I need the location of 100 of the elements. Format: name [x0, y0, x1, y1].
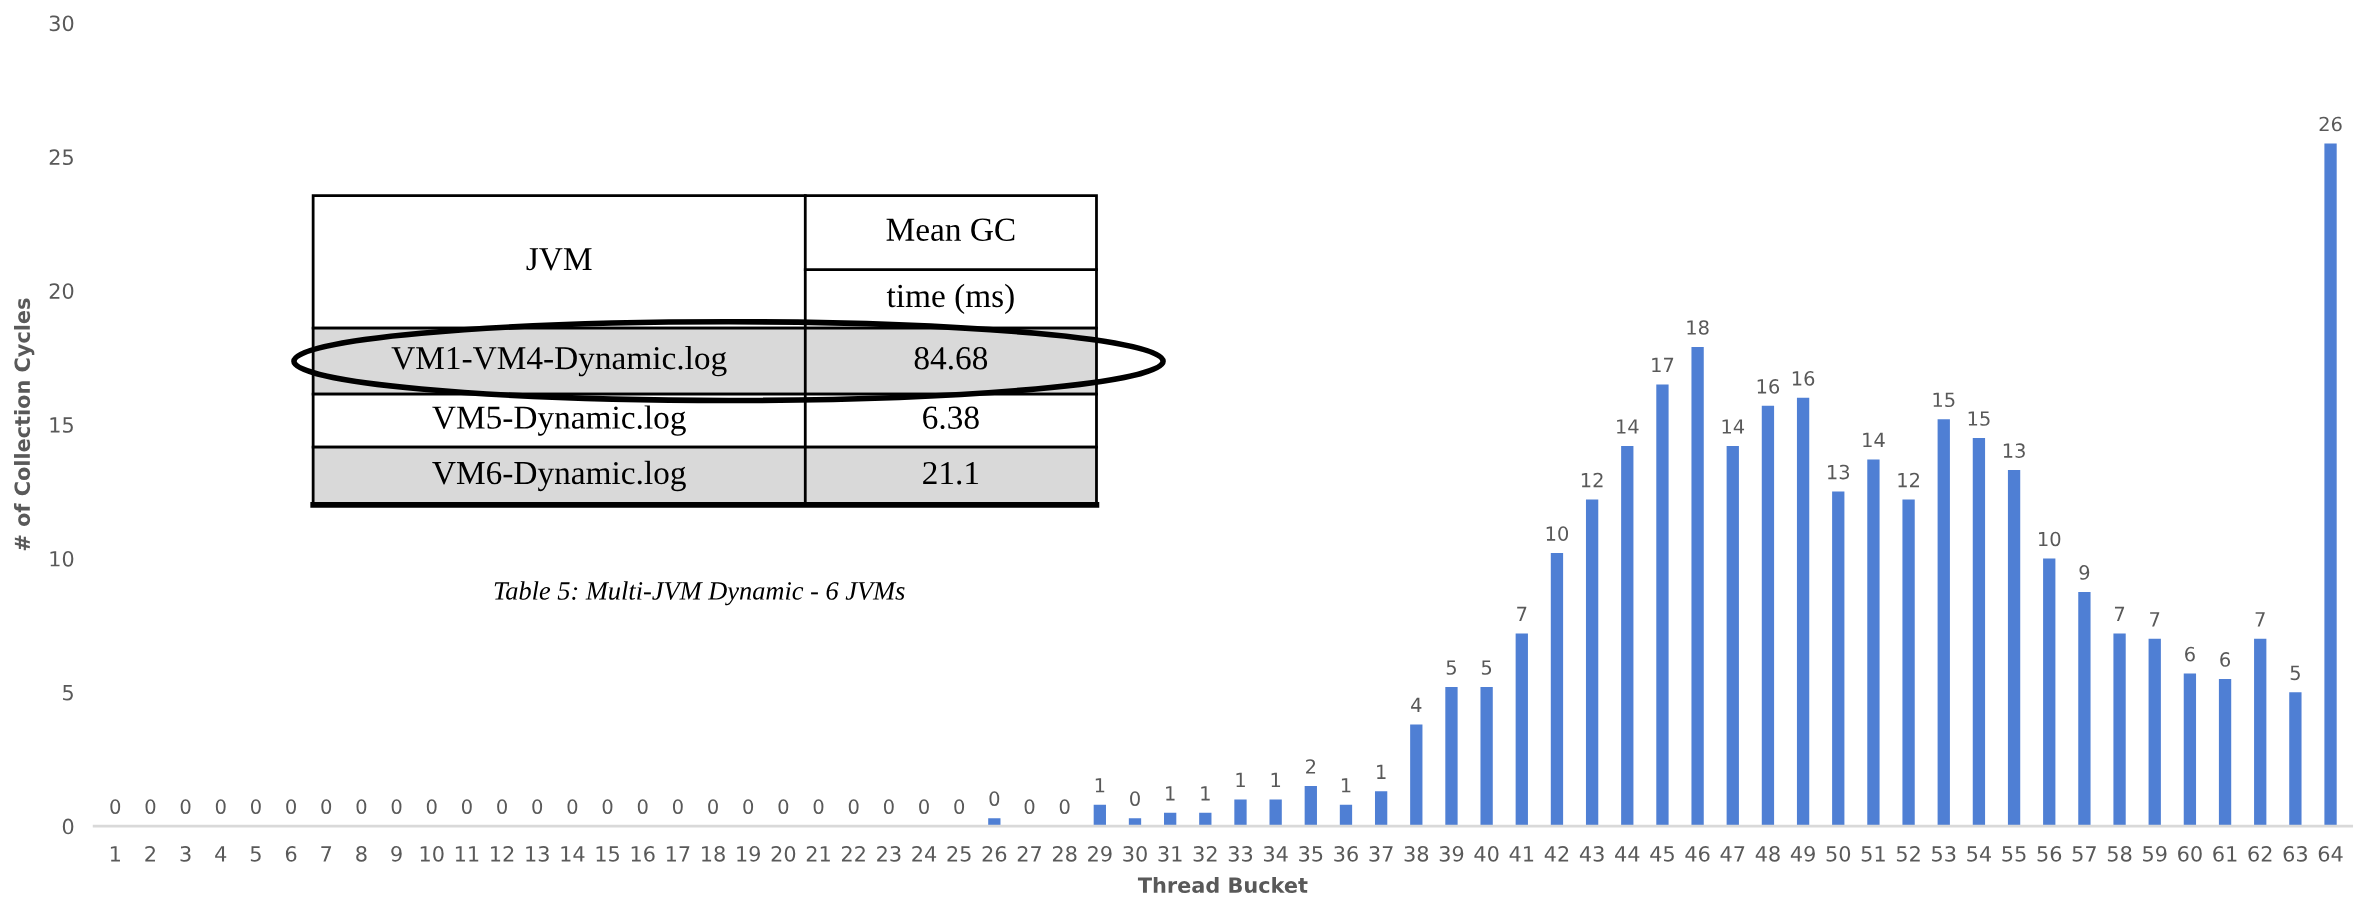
- x-tick-label: 52: [1896, 845, 1920, 862]
- data-label: 0: [1059, 799, 1070, 815]
- data-label: 0: [356, 799, 367, 815]
- x-tick-label: 18: [702, 845, 725, 862]
- x-tick-label: 17: [666, 846, 690, 862]
- x-tick-label: 55: [2002, 846, 2026, 862]
- annotation: 21.1: [923, 461, 979, 485]
- data-label: 14: [1722, 419, 1745, 434]
- annotation: VM5-Dynamic.log: [432, 405, 686, 436]
- data-label: 0: [567, 799, 578, 815]
- data-label: 17: [1652, 357, 1674, 373]
- data-label: 1: [1341, 778, 1351, 793]
- data-label: 16: [1792, 371, 1815, 386]
- data-label: 1: [1271, 772, 1281, 788]
- x-tick-label: 11: [455, 846, 479, 862]
- x-tick-label: 54: [1967, 846, 1991, 862]
- x-tick-label: 25: [947, 845, 971, 862]
- data-label: 0: [215, 799, 226, 815]
- bar: [1902, 499, 1915, 827]
- data-label: 0: [989, 791, 1000, 807]
- x-tick-label: 40: [1474, 845, 1499, 862]
- bar: [1269, 799, 1282, 827]
- x-tick-label: 22: [841, 845, 865, 862]
- bar: [1621, 446, 1634, 827]
- x-tick-label: 35: [1299, 845, 1323, 862]
- data-label: 0: [110, 799, 121, 815]
- x-tick-label: 39: [1439, 845, 1464, 862]
- bar: [1726, 446, 1739, 827]
- x-tick-label: 19: [737, 845, 760, 862]
- data-label: 0: [708, 799, 718, 815]
- data-label: 0: [743, 799, 754, 815]
- data-label: 0: [813, 799, 824, 815]
- x-tick-label: 58: [2107, 845, 2132, 862]
- bar: [2078, 591, 2091, 827]
- x-tick-label: 49: [1790, 845, 1815, 862]
- data-label: 1: [1095, 778, 1105, 793]
- data-label: 13: [2003, 443, 2025, 458]
- data-label: 6: [2220, 652, 2231, 667]
- y-axis-title: # of Collection Cycles: [13, 298, 35, 551]
- x-tick-label: 50: [1826, 845, 1851, 862]
- bar: [1339, 804, 1353, 827]
- data-label: 1: [1166, 786, 1175, 801]
- bar: [1374, 791, 1388, 827]
- x-tick-label: 45: [1650, 846, 1674, 862]
- x-tick-label: 3: [180, 845, 191, 862]
- x-tick-label: 21: [806, 845, 830, 862]
- annotation: Mean GC: [886, 218, 1015, 241]
- bar: [1515, 633, 1528, 827]
- x-tick-label: 20: [771, 845, 796, 862]
- data-label: 0: [461, 799, 472, 815]
- x-tick-label: 34: [1263, 845, 1288, 862]
- y-tick-label: 5: [63, 685, 73, 701]
- data-label: 7: [2150, 612, 2160, 627]
- y-tick-label: 15: [50, 417, 73, 433]
- data-label: 7: [2255, 612, 2265, 627]
- x-tick-label: 1: [110, 846, 120, 862]
- data-label: 26: [2319, 116, 2342, 132]
- annotation: 84.68: [914, 346, 988, 370]
- data-label: 1: [1201, 786, 1210, 801]
- data-label: 0: [286, 799, 296, 815]
- x-tick-label: 56: [2037, 845, 2062, 862]
- data-label: 0: [1130, 791, 1140, 807]
- bar: [1480, 686, 1493, 827]
- bar: [1796, 397, 1810, 827]
- annotation: 6.38: [923, 406, 979, 430]
- data-label: 10: [1546, 526, 1569, 541]
- x-tick-label: 29: [1088, 845, 1112, 862]
- data-label: 7: [1517, 606, 1527, 622]
- data-label: 0: [321, 799, 332, 815]
- bar: [1972, 437, 1986, 827]
- data-label: 6: [2185, 646, 2195, 662]
- bar: [1691, 346, 1704, 827]
- data-label: 15: [1968, 411, 1990, 426]
- data-label: 0: [602, 799, 613, 815]
- bar: [2218, 678, 2232, 827]
- x-tick-label: 8: [356, 845, 367, 862]
- data-label: 2: [1306, 759, 1316, 774]
- data-label: 14: [1617, 419, 1639, 434]
- data-label: 0: [919, 799, 929, 815]
- data-label: 1: [1377, 764, 1386, 779]
- data-label: 7: [2114, 606, 2125, 622]
- x-tick-label: 4: [215, 846, 227, 862]
- y-tick-label: 25: [49, 149, 73, 166]
- data-label: 4: [1411, 697, 1422, 713]
- x-tick-label: 62: [2248, 845, 2272, 862]
- x-tick-label: 42: [1544, 845, 1569, 862]
- x-tick-label: 46: [1685, 845, 1710, 862]
- x-tick-label: 9: [391, 845, 402, 862]
- x-tick-label: 59: [2143, 845, 2167, 862]
- annotation: Table 5: Multi-JVM Dynamic - 6 JVMs: [494, 581, 905, 606]
- x-tick-label: 44: [1615, 846, 1640, 862]
- x-axis-title: Thread Bucket: [1137, 876, 1308, 893]
- data-label: 0: [532, 799, 543, 815]
- data-label: 10: [2039, 531, 2061, 547]
- x-tick-label: 51: [1861, 846, 1885, 862]
- data-label: 5: [1481, 660, 1492, 675]
- bar: [1445, 686, 1458, 827]
- data-label: 0: [1024, 799, 1035, 815]
- bar: [1937, 419, 1950, 827]
- bar: [1550, 553, 1564, 827]
